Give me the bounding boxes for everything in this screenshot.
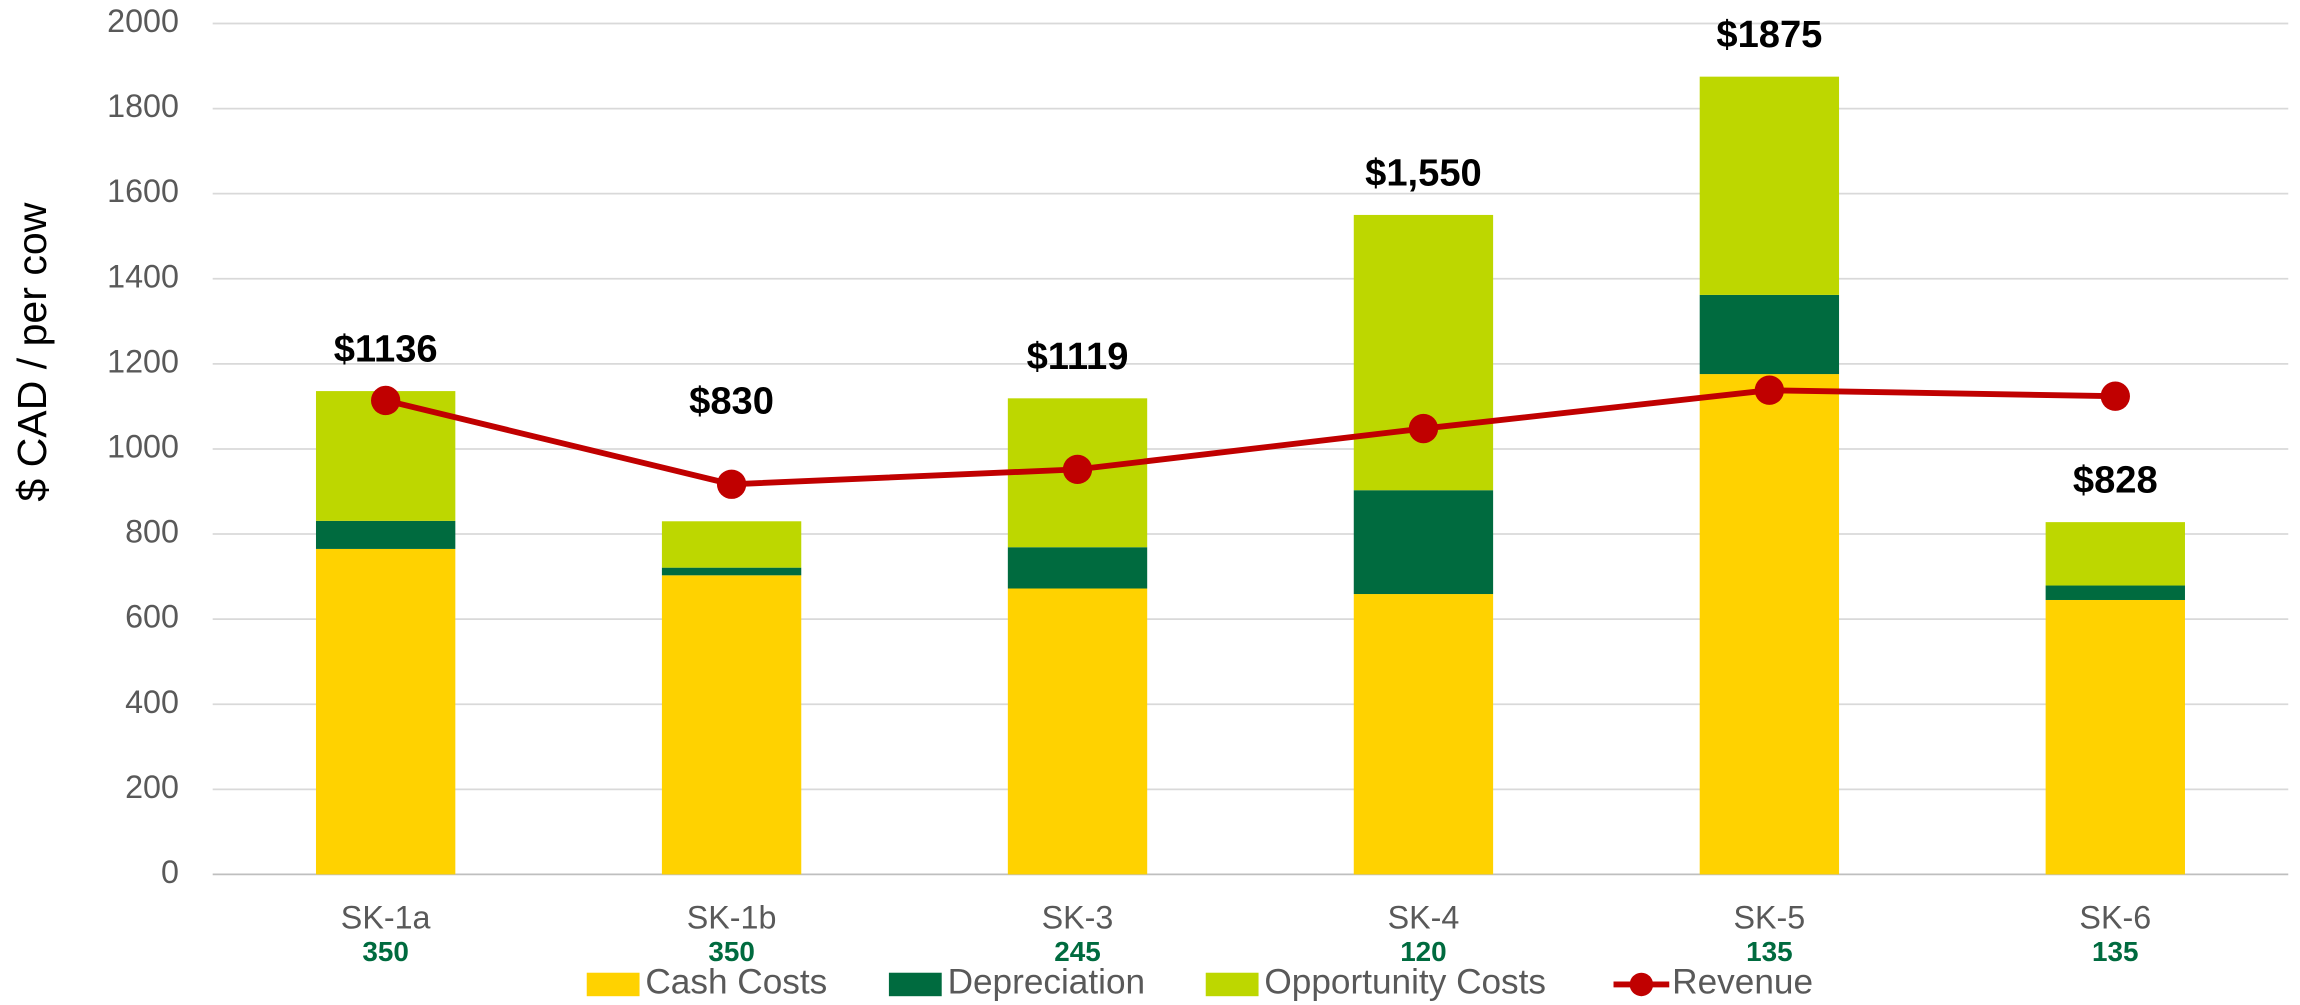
x-tick-label: SK-1a [341, 899, 431, 935]
legend-label: Cash Costs [645, 963, 827, 1002]
y-tick-label: 600 [125, 599, 179, 635]
total-label: $1,550 [1365, 151, 1482, 194]
herd-size: 135 [1746, 936, 1792, 967]
line-point [1062, 454, 1093, 485]
legend-label: Opportunity Costs [1264, 963, 1546, 1002]
y-tick-label: 2000 [107, 3, 179, 39]
bar-segment [1699, 294, 1840, 375]
bar-segment [315, 548, 456, 875]
x-tick-label: SK-1b [687, 899, 777, 935]
total-label: $1875 [1716, 13, 1822, 56]
herd-size: 350 [362, 936, 408, 967]
line-point [1408, 413, 1439, 444]
y-tick-label: 1200 [107, 343, 179, 379]
y-tick-label: 1400 [107, 258, 179, 294]
y-tick-label: 1000 [107, 428, 179, 464]
line-point [370, 385, 401, 416]
bar-segment [1007, 547, 1148, 589]
herd-size: 350 [708, 936, 754, 967]
line [384, 387, 2116, 488]
legend-marker [1629, 972, 1654, 997]
line-point [1754, 375, 1785, 405]
y-tick-label: 1600 [107, 173, 179, 209]
y-tick-label: 0 [161, 854, 179, 890]
total-label: $828 [2073, 459, 2158, 502]
bar-segment [1699, 374, 1840, 875]
line-point [716, 469, 747, 499]
x-tick-label: SK-3 [1042, 899, 1114, 935]
herd-size: 245 [1054, 936, 1100, 967]
total-label: $1136 [334, 328, 438, 371]
total-label: $830 [689, 380, 774, 423]
bar-segment [2045, 522, 2185, 586]
bar-segment [315, 520, 456, 549]
x-tick-label: SK-5 [1734, 899, 1806, 935]
bar-segment [1353, 214, 1494, 491]
bar-segment [1353, 594, 1494, 875]
bar-segment [661, 567, 802, 576]
y-tick-label: 800 [125, 514, 179, 550]
legend-swatch [888, 972, 942, 997]
herd-size: 120 [1400, 936, 1446, 967]
legend-swatch [1205, 972, 1259, 997]
bar-segment [2045, 599, 2185, 875]
y-tick-label: 200 [125, 769, 179, 805]
x-tick-label: SK-6 [2079, 899, 2151, 935]
total-label: $1119 [1027, 335, 1129, 378]
bar-segment [1353, 490, 1494, 595]
y-tick-label: 400 [125, 684, 179, 720]
legend-label: Depreciation [948, 963, 1146, 1002]
bar-segment [661, 521, 802, 568]
x-tick-label: SK-4 [1388, 899, 1460, 935]
herd-size: 135 [2092, 936, 2138, 967]
legend-label: Revenue [1672, 963, 1813, 1002]
line-point [2100, 381, 2130, 411]
y-tick-label: 1800 [107, 88, 179, 124]
bar-segment [1007, 588, 1148, 875]
bar-segment [1699, 76, 1840, 295]
bar-segment [2045, 585, 2185, 600]
y-axis-label: $ CAD / per cow [9, 202, 55, 501]
bar-segment [661, 575, 802, 875]
legend-swatch [586, 972, 640, 997]
